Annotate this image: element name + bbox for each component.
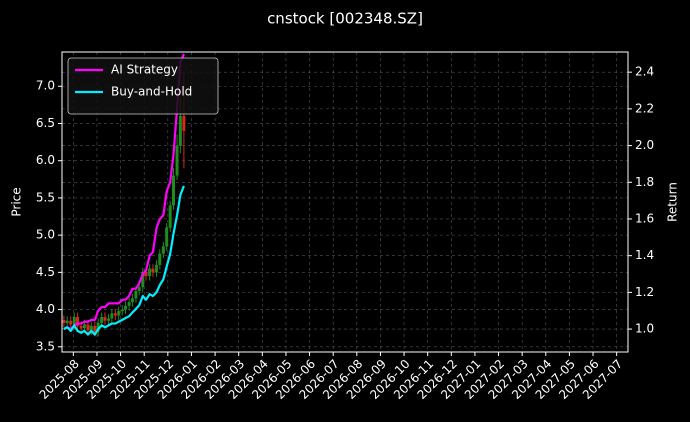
candle-body (137, 287, 141, 291)
legend-label: Buy-and-Hold (111, 85, 192, 99)
y-tick-label: 6.5 (36, 116, 55, 130)
legend-box (67, 57, 219, 115)
axes-frame (61, 51, 629, 353)
candle-body (165, 227, 169, 247)
candle-body (158, 253, 162, 265)
y-tick-label: 4.5 (36, 265, 55, 279)
y2-tick-label: 1.0 (635, 322, 654, 336)
y2-tick-label: 2.2 (635, 101, 654, 115)
candle-body (134, 290, 138, 299)
y2-tick-label: 1.8 (635, 175, 654, 189)
y-axis-label: Price (10, 187, 24, 216)
candle-body (96, 322, 100, 332)
candle-body (175, 145, 179, 176)
legend: AI Strategy Buy-and-Hold (67, 57, 219, 115)
chart-title: cnstock [002348.SZ] (267, 10, 423, 28)
candle-body (120, 309, 124, 312)
candle-body (86, 324, 90, 331)
candle-body (161, 246, 165, 254)
candle-body (89, 325, 93, 331)
candle-body (69, 320, 73, 325)
y2-tick-label: 1.4 (635, 248, 654, 262)
candle-body (103, 317, 107, 321)
candle-body (65, 320, 69, 323)
candle-body (82, 324, 86, 329)
candle-body (154, 264, 158, 273)
candle-body (148, 268, 152, 277)
candle-body (130, 298, 134, 303)
y-tick-label: 5.0 (36, 228, 55, 242)
candle-body (182, 116, 186, 131)
y2-tick-label: 1.2 (635, 285, 654, 299)
candle-body (124, 305, 128, 310)
candle-body (151, 268, 155, 273)
candle-body (93, 325, 97, 332)
candle-body (171, 175, 175, 206)
legend-label: AI Strategy (111, 63, 178, 77)
y-tick-label: 5.5 (36, 190, 55, 204)
candle-body (168, 205, 172, 228)
y2-tick-label: 2.4 (635, 65, 654, 79)
candle-body (117, 311, 121, 316)
y2-tick-label: 1.6 (635, 211, 654, 225)
candle-body (107, 318, 111, 321)
candle-body (144, 272, 148, 277)
y-tick-label: 7.0 (36, 79, 55, 93)
candle-body (141, 272, 145, 288)
candle-body (100, 317, 104, 323)
candle-body (62, 319, 66, 323)
candle-body (110, 313, 114, 319)
y-tick-label: 3.5 (36, 339, 55, 353)
plot-area (62, 53, 186, 337)
candle-body (72, 317, 76, 325)
candle-body (79, 325, 83, 329)
candle-body (76, 317, 80, 326)
y-tick-label: 6.0 (36, 153, 55, 167)
y2-axis-label: Return (666, 182, 680, 222)
y-tick-label: 4.0 (36, 302, 55, 316)
candle-body (178, 116, 182, 146)
series-line (63, 53, 185, 331)
candle-body (127, 302, 131, 306)
y2-tick-label: 2.0 (635, 138, 654, 152)
series-line (63, 185, 185, 336)
candle-body (113, 313, 117, 316)
